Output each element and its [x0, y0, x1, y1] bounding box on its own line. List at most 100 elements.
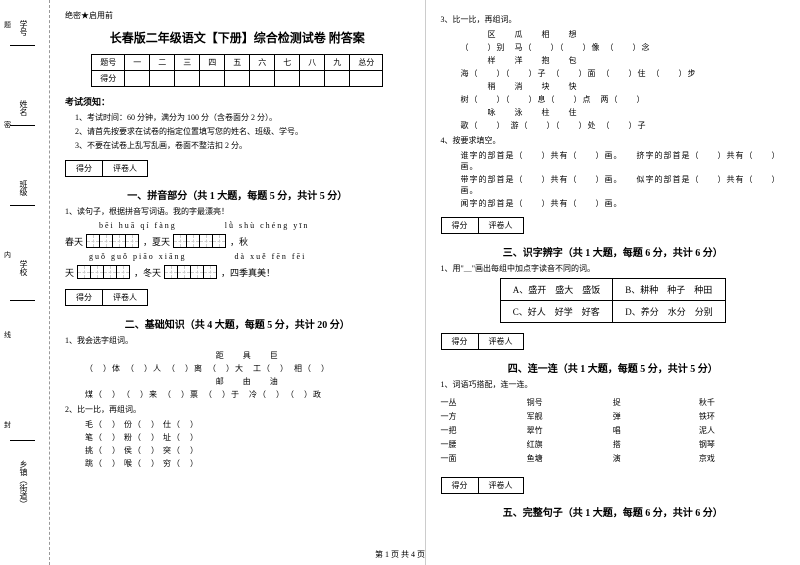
table-row: A、盛开 盛大 盛饭 B、耕种 种子 种田 [500, 279, 725, 301]
content-area: 绝密★启用前 长春版二年级语文【下册】综合检测试卷 附答案 题号 一 二 三 四… [50, 0, 800, 565]
char-grid [165, 265, 217, 279]
option-cell: B、耕种 种子 种田 [613, 279, 726, 301]
char-box [90, 265, 104, 279]
pinyin-block: guǒ guǒ piāo xiāng [89, 252, 187, 261]
th: 八 [300, 55, 325, 71]
row-text: 春天 [65, 235, 83, 248]
section-2-title: 二、基础知识（共 4 大题，每题 5 分，共计 20 分） [65, 316, 410, 331]
char-box [186, 234, 200, 248]
pair-line: 挑（ ） 侯（ ） 突（ ） [85, 445, 410, 456]
th: 九 [325, 55, 350, 71]
td [325, 71, 350, 87]
pair-line: 咏 泳 柱 住 [461, 107, 786, 118]
grade-score: 得分 [442, 334, 479, 349]
grade-score: 得分 [442, 218, 479, 233]
match-item: 红旗 [527, 439, 613, 450]
notice-item: 2、请首先按要求在试卷的指定位置填写您的姓名、班级、学号。 [75, 126, 410, 137]
grade-reviewer: 评卷人 [103, 161, 147, 176]
pinyin-text: dà xuě fēn fēi [235, 252, 307, 261]
margin-line [10, 300, 35, 301]
row-text: ，四季真美！ [221, 266, 275, 279]
th: 三 [175, 55, 200, 71]
match-item: 捉 [613, 397, 699, 408]
char-box [177, 265, 191, 279]
margin-line [10, 205, 35, 206]
th: 六 [250, 55, 275, 71]
th: 四 [200, 55, 225, 71]
section-1-title: 一、拼音部分（共 1 大题，每题 5 分，共计 5 分） [65, 187, 410, 202]
char-options: 距 具 巨 [85, 350, 410, 361]
char-box [125, 234, 139, 248]
grade-reviewer: 评卷人 [479, 218, 523, 233]
grade-score: 得分 [66, 290, 103, 305]
side-text: 内 [4, 250, 11, 260]
td [350, 71, 383, 87]
side-text: 密 [4, 120, 11, 130]
option-table: A、盛开 盛大 盛饭 B、耕种 种子 种田 C、好人 好学 好客 D、养分 水分… [500, 278, 726, 323]
secret-label: 绝密★启用前 [65, 10, 410, 21]
grade-box: 得分 评卷人 [65, 289, 148, 306]
match-item: 翠竹 [527, 425, 613, 436]
char-box [77, 265, 91, 279]
margin-label-name: 姓名 [18, 100, 29, 116]
grade-score: 得分 [442, 478, 479, 493]
question-text: 1、读句子，根据拼音写词语。我的字最漂亮！ [65, 206, 410, 217]
match-item: 一腰 [441, 439, 527, 450]
char-box [86, 234, 100, 248]
match-item: 一方 [441, 411, 527, 422]
th: 七 [275, 55, 300, 71]
match-col: 捉 弹 唱 搭 演 [613, 394, 699, 467]
th: 一 [125, 55, 150, 71]
match-item: 钢琴 [699, 439, 785, 450]
pinyin-block: bēi huā qí fàng [99, 221, 177, 230]
table-row: 得分 [92, 71, 383, 87]
match-item: 军舰 [527, 411, 613, 422]
left-column: 绝密★启用前 长春版二年级语文【下册】综合检测试卷 附答案 题号 一 二 三 四… [50, 0, 426, 565]
char-box [199, 234, 213, 248]
pinyin-row: bēi huā qí fàng lǜ shù chéng yīn [65, 221, 410, 230]
pair-line: 海（ ）（ ）子 （ ）面 （ ）住 （ ）步 [461, 68, 786, 79]
char-box [99, 234, 113, 248]
match-item: 弹 [613, 411, 699, 422]
td [300, 71, 325, 87]
notice-heading: 考试须知： [65, 95, 410, 108]
row-text: ，秋 [230, 235, 248, 248]
notice-item: 1、考试时间：60 分钟，满分为 100 分（含卷面分 2 分）。 [75, 112, 410, 123]
grade-box: 得分 评卷人 [441, 477, 524, 494]
question-text: 2、比一比，再组词。 [65, 404, 410, 415]
char-grid [87, 234, 139, 248]
match-item: 秋千 [699, 397, 785, 408]
char-box [190, 265, 204, 279]
td [225, 71, 250, 87]
match-col: 一丛 一方 一把 一腰 一面 [441, 394, 527, 467]
section-4-title: 四、连一连（共 1 大题，每题 5 分，共计 5 分） [441, 360, 786, 375]
match-grid: 一丛 一方 一把 一腰 一面 铜号 军舰 翠竹 红旗 鱼塘 捉 弹 唱 [441, 394, 786, 467]
pair-line: 歌（ ） 游（ ）（ ）处 （ ）子 [461, 120, 786, 131]
side-text: 线 [4, 330, 11, 340]
char-box [164, 265, 178, 279]
char-box [112, 234, 126, 248]
fill-line: 谁字的部首是（ ）共有（ ）画。 挤字的部首是（ ）共有（ ）画。 [461, 150, 786, 172]
grade-box: 得分 评卷人 [65, 160, 148, 177]
th: 二 [150, 55, 175, 71]
grade-box: 得分 评卷人 [441, 217, 524, 234]
pair-line: 区 瓜 相 想 [461, 29, 786, 40]
fill-line: 带字的部首是（ ）共有（ ）画。 似字的部首是（ ）共有（ ）画。 [461, 174, 786, 196]
match-col: 铜号 军舰 翠竹 红旗 鱼塘 [527, 394, 613, 467]
match-item: 一丛 [441, 397, 527, 408]
td [125, 71, 150, 87]
grade-score: 得分 [66, 161, 103, 176]
td: 得分 [92, 71, 125, 87]
grade-box: 得分 评卷人 [441, 333, 524, 350]
td [150, 71, 175, 87]
blank-line: 煤（ ） （ ）来 （ ）票 （ ）于 冷（ ） （ ）政 [85, 389, 410, 400]
table-row: C、好人 好学 好客 D、养分 水分 分别 [500, 301, 725, 323]
question-text: 4、按要求填空。 [441, 135, 786, 146]
binding-margin: 学号 姓名 班级 学校 乡镇（街道） 题 密 内 线 封 [0, 0, 50, 565]
margin-label-id: 学号 [18, 20, 29, 36]
char-box [212, 234, 226, 248]
margin-label-school: 学校 [18, 260, 29, 276]
match-item: 京戏 [699, 453, 785, 464]
char-box [173, 234, 187, 248]
option-cell: A、盛开 盛大 盛饭 [500, 279, 613, 301]
